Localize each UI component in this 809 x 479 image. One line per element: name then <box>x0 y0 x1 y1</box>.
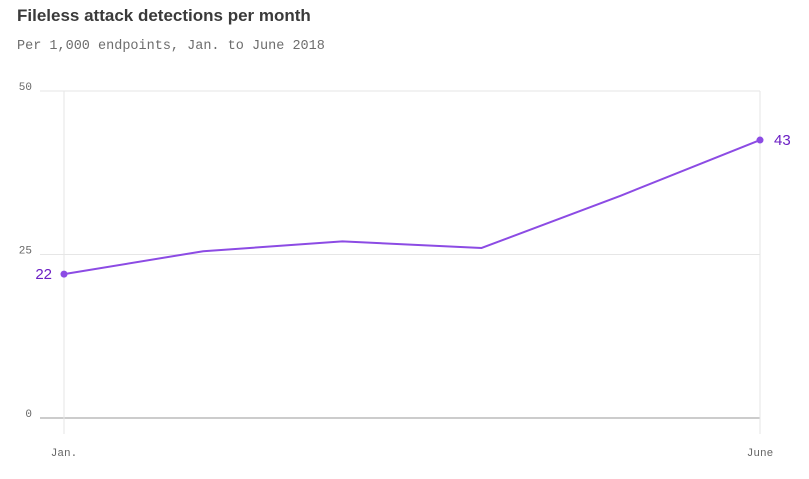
x-tick-label: Jan. <box>51 448 77 460</box>
data-point <box>60 270 68 278</box>
data-point <box>756 136 764 144</box>
series <box>63 139 761 276</box>
chart-subtitle: Per 1,000 endpoints, Jan. to June 2018 <box>17 39 325 54</box>
data-label: 43 <box>774 132 791 149</box>
chart-title: Fileless attack detections per month <box>17 6 311 25</box>
y-axis: 0 25 50 <box>19 82 32 421</box>
x-tick-label: June <box>747 448 773 460</box>
data-label: 22 <box>35 266 52 283</box>
series-line <box>63 139 761 276</box>
y-tick-label: 25 <box>19 246 32 258</box>
grid <box>40 90 761 434</box>
y-tick-label: 50 <box>19 82 32 94</box>
x-axis: Jan. June <box>51 448 773 460</box>
y-tick-label: 0 <box>25 409 32 421</box>
point-labels: 22 43 <box>35 132 790 283</box>
